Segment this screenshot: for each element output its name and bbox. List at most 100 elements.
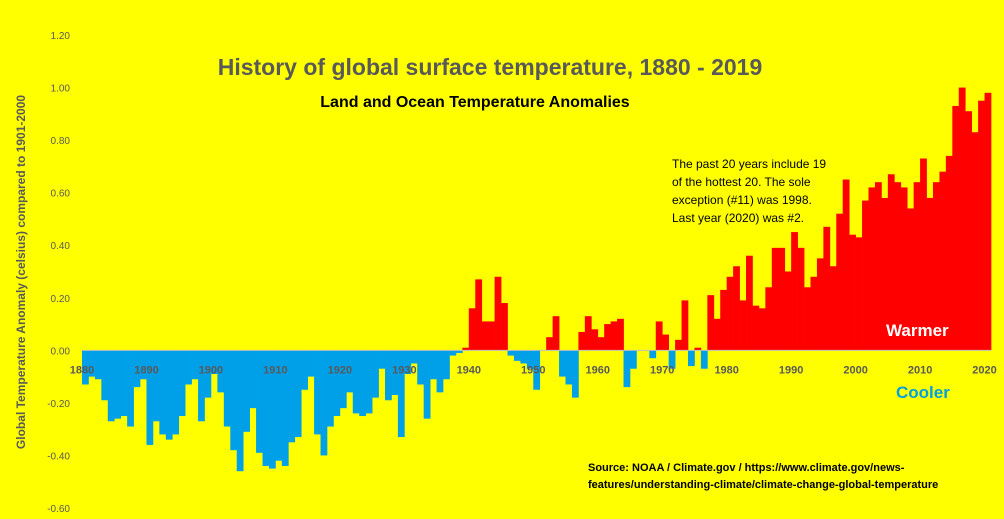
bar-1917 — [320, 350, 328, 456]
bar-1978 — [713, 318, 721, 351]
bar-1923 — [359, 350, 367, 417]
bar-1932 — [417, 350, 425, 385]
bar-1934 — [430, 350, 437, 380]
bar-1996 — [829, 266, 837, 351]
bar-1989 — [784, 271, 792, 351]
bar-1942 — [481, 321, 489, 351]
bar-1979 — [720, 289, 728, 351]
y-tick-label: 0.20 — [51, 294, 71, 305]
source-line-1: Source: NOAA / Climate.gov / https://www… — [588, 462, 905, 474]
bar-1885 — [114, 350, 122, 419]
bar-1976 — [700, 350, 708, 369]
bar-1955 — [565, 350, 573, 385]
bar-1993 — [810, 276, 818, 351]
bar-1973 — [681, 300, 689, 351]
x-tick-label: 1910 — [263, 364, 287, 376]
y-tick-label: 0.00 — [51, 346, 71, 357]
bar-1910 — [275, 350, 283, 461]
bar-1886 — [120, 350, 128, 417]
bar-1897 — [191, 350, 199, 380]
bars-group — [82, 87, 992, 472]
bar-1944 — [494, 276, 502, 351]
x-tick-label: 1970 — [650, 364, 674, 376]
bar-1938 — [455, 350, 463, 353]
bar-1968 — [649, 350, 657, 359]
bar-2005 — [887, 174, 895, 351]
y-ticks-group: 1.20 1.00 0.80 0.60 0.40 0.20 0.00 -0.20 -0.40 -0… — [47, 31, 70, 515]
bar-1975 — [694, 347, 702, 351]
bar-2019 — [978, 100, 985, 351]
bar-1888 — [133, 350, 141, 388]
bar-2015 — [952, 105, 960, 351]
bar-1930 — [404, 350, 412, 374]
bar-1887 — [127, 350, 134, 427]
bar-1896 — [185, 350, 192, 385]
bar-1980 — [726, 276, 734, 351]
bar-1995 — [823, 226, 831, 351]
bar-1935 — [436, 350, 444, 393]
bar-1953 — [552, 316, 560, 351]
bar-1981 — [733, 266, 740, 351]
y-axis-label: Global Temperature Anomaly (celsius) com… — [14, 95, 28, 449]
note-line-1: The past 20 years include 19 — [672, 157, 826, 171]
bar-1894 — [172, 350, 180, 435]
bar-2002 — [868, 187, 876, 351]
x-tick-label: 2010 — [908, 364, 932, 376]
bar-1985 — [758, 308, 766, 351]
bar-1987 — [771, 247, 779, 351]
y-tick-label: -0.20 — [47, 399, 70, 410]
bar-1920 — [339, 350, 347, 409]
bar-1909 — [268, 350, 276, 469]
bar-1972 — [675, 339, 682, 351]
bar-1970 — [662, 334, 670, 351]
bar-1903 — [230, 350, 238, 451]
x-tick-label: 1950 — [521, 364, 545, 376]
bar-1914 — [301, 350, 308, 390]
bar-1880 — [82, 350, 89, 385]
bar-1891 — [152, 350, 160, 422]
bar-1913 — [294, 350, 302, 438]
bar-2017 — [965, 111, 973, 351]
bar-2013 — [939, 171, 947, 351]
bar-1940 — [468, 308, 476, 351]
bar-2012 — [932, 182, 940, 351]
bar-1984 — [752, 305, 760, 351]
bar-1969 — [655, 321, 663, 351]
bar-1882 — [94, 350, 102, 380]
y-tick-label: 1.00 — [51, 84, 71, 95]
bar-1963 — [617, 318, 624, 351]
y-tick-label: -0.40 — [47, 451, 70, 462]
bar-2006 — [894, 182, 902, 351]
bar-1961 — [604, 324, 611, 351]
bar-1895 — [178, 350, 186, 417]
bar-1965 — [629, 350, 637, 369]
x-tick-label: 1890 — [134, 364, 158, 376]
bar-1977 — [707, 295, 715, 351]
bar-1964 — [623, 350, 631, 388]
y-tick-label: 1.20 — [51, 31, 71, 42]
bar-1999 — [849, 234, 856, 351]
bar-1933 — [423, 350, 431, 419]
chart-subtitle: Land and Ocean Temperature Anomalies — [320, 94, 630, 111]
x-tick-label: 1980 — [714, 364, 738, 376]
bar-1902 — [223, 350, 231, 427]
y-tick-label: 0.40 — [51, 241, 71, 252]
y-tick-label: -0.60 — [47, 504, 70, 515]
bar-1905 — [243, 350, 250, 432]
bar-2011 — [926, 197, 934, 351]
bar-1907 — [256, 350, 263, 453]
bar-1941 — [475, 279, 483, 351]
bar-1898 — [198, 350, 205, 422]
bar-2001 — [862, 200, 869, 351]
bar-1957 — [578, 331, 586, 351]
bar-1927 — [385, 350, 392, 401]
bar-1918 — [326, 350, 334, 427]
bar-1998 — [842, 179, 850, 351]
bar-2008 — [907, 208, 914, 351]
bar-1908 — [262, 350, 270, 466]
x-tick-label: 2000 — [843, 364, 867, 376]
bar-2014 — [945, 155, 953, 351]
bar-1956 — [571, 350, 579, 398]
bar-1945 — [501, 303, 508, 351]
